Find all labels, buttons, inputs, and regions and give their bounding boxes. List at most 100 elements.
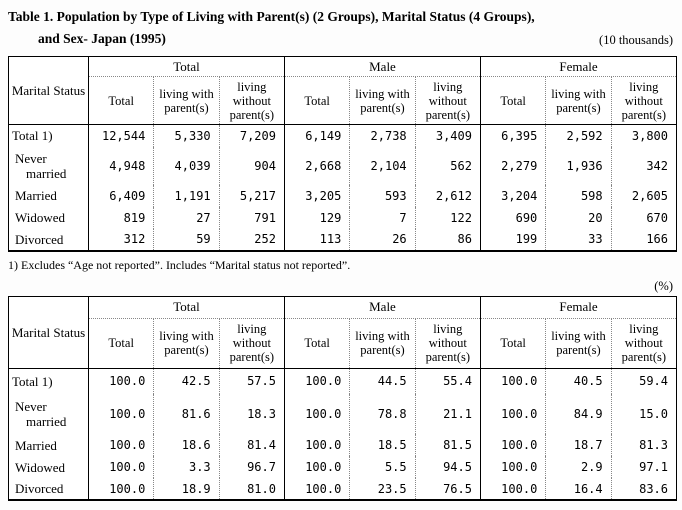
value-cell: 3,800: [610, 124, 677, 147]
value-cell: 16.4: [545, 478, 612, 500]
row-label: Never married: [15, 150, 67, 181]
value-cell: 81.5: [414, 434, 481, 456]
value-cell: 20: [545, 206, 612, 229]
value-cell: 562: [414, 146, 481, 185]
subcol-total: Total: [283, 318, 350, 369]
value-cell: 84.9: [545, 394, 612, 434]
value-cell: 21.1: [414, 394, 481, 434]
value-cell: 18.3: [218, 394, 285, 434]
value-cell: 199: [479, 228, 546, 251]
value-cell: 18.6: [153, 434, 220, 456]
value-cell: 1,936: [545, 146, 612, 185]
value-cell: 81.0: [218, 478, 285, 500]
value-cell: 312: [87, 228, 154, 251]
value-cell: 100.0: [283, 456, 350, 478]
row-label: Widowed: [15, 459, 66, 475]
footnote: 1) Excludes “Age not reported”. Includes…: [8, 257, 351, 272]
value-cell: 690: [479, 206, 546, 229]
value-cell: 6,149: [283, 124, 350, 147]
table-row: Never married 4,948 4,039 904 2,668 2,104 562 2…: [9, 146, 677, 185]
value-cell: 598: [545, 184, 612, 207]
value-cell: 33: [545, 228, 612, 251]
value-cell: 113: [283, 228, 350, 251]
table-row: Widowed 100.0 3.3 96.7 100.0 5.5 94.5 100.0 2.9 9…: [9, 456, 677, 478]
subcol-total: Total: [87, 318, 154, 369]
row-label: Divorced: [15, 481, 64, 496]
unit-note-row: (%): [8, 279, 675, 294]
value-cell: 86: [414, 228, 481, 251]
group-header-female: Female: [479, 56, 677, 77]
value-cell: 6,395: [479, 124, 546, 147]
value-cell: 57.5: [218, 368, 285, 394]
value-cell: 83.6: [610, 478, 677, 500]
value-cell: 100.0: [283, 368, 350, 394]
value-cell: 5.5: [349, 456, 416, 478]
table1-body: Total 1) 12,544 5,330 7,209 6,149 2,738 3,409 6…: [9, 124, 677, 251]
value-cell: 100.0: [479, 368, 546, 394]
value-cell: 100.0: [283, 394, 350, 434]
table2-header: Marital Status Total Male Female Total l…: [8, 296, 677, 369]
group-header-male: Male: [283, 56, 481, 77]
table-row: Widowed 819 27 791 129 7 122 690 20 670: [9, 206, 677, 229]
value-cell: 81.3: [610, 434, 677, 456]
value-cell: 81.6: [153, 394, 220, 434]
value-cell: 670: [610, 206, 677, 229]
title-row: and Sex- Japan (1995) (10 thousands): [8, 30, 675, 48]
value-cell: 96.7: [218, 456, 285, 478]
group-header-female: Female: [479, 296, 677, 319]
subcolumn-header-row: Total living with parent(s) living witho…: [9, 318, 677, 369]
value-cell: 904: [218, 146, 285, 185]
table-title-line1: Table 1. Population by Type of Living wi…: [8, 9, 535, 24]
subcol-living-without-parents: living without parent(s): [610, 76, 677, 125]
subcol-living-with-parents: living with parent(s): [545, 76, 612, 125]
value-cell: 2,738: [349, 124, 416, 147]
value-cell: 78.8: [349, 394, 416, 434]
value-cell: 129: [283, 206, 350, 229]
value-cell: 4,039: [153, 146, 220, 185]
row-label: Never married: [15, 399, 67, 429]
group-header-total: Total: [88, 296, 285, 319]
value-cell: 100.0: [87, 434, 154, 456]
subcol-living-with-parents: living with parent(s): [153, 318, 220, 369]
value-cell: 100.0: [479, 434, 546, 456]
subcol-total: Total: [283, 76, 350, 125]
value-cell: 100.0: [283, 478, 350, 500]
group-header-row: Marital Status Total Male Female: [8, 296, 677, 369]
value-cell: 100.0: [479, 394, 546, 434]
value-cell: 100.0: [87, 456, 154, 478]
value-cell: 122: [414, 206, 481, 229]
value-cell: 40.5: [545, 368, 612, 394]
row-label: Married: [15, 188, 57, 203]
value-cell: 3,204: [479, 184, 546, 207]
marital-status-header: Marital Status: [8, 56, 89, 125]
row-label: Total 1): [12, 128, 53, 144]
value-cell: 6,409: [87, 184, 154, 207]
row-label: Divorced: [15, 231, 64, 247]
row-label: Married: [15, 437, 57, 453]
marital-status-header: Marital Status: [8, 296, 89, 369]
value-cell: 1,191: [153, 184, 220, 207]
subcol-total: Total: [87, 76, 154, 125]
value-cell: 18.5: [349, 434, 416, 456]
row-label: Total 1): [12, 373, 53, 389]
value-cell: 593: [349, 184, 416, 207]
value-cell: 2.9: [545, 456, 612, 478]
value-cell: 5,330: [153, 124, 220, 147]
population-percent-table: Marital Status Total Male Female Total l…: [8, 295, 677, 501]
table-row: Divorced 100.0 18.9 81.0 100.0 23.5 76.5 100.0 1…: [9, 478, 677, 500]
value-cell: 7: [349, 206, 416, 229]
subcol-living-without-parents: living without parent(s): [414, 318, 481, 369]
value-cell: 12,544: [87, 124, 154, 147]
group-header-row: Marital Status Total Male Female: [8, 56, 677, 125]
value-cell: 4,948: [87, 146, 154, 185]
value-cell: 81.4: [218, 434, 285, 456]
table-row: Total 1) 100.0 42.5 57.5 100.0 44.5 55.4 100.0 4…: [9, 368, 677, 394]
value-cell: 2,279: [479, 146, 546, 185]
value-cell: 18.7: [545, 434, 612, 456]
subcol-living-without-parents: living without parent(s): [218, 318, 285, 369]
value-cell: 2,612: [414, 184, 481, 207]
value-cell: 3.3: [153, 456, 220, 478]
table-title-line2: and Sex- Japan (1995): [38, 31, 166, 46]
value-cell: 166: [610, 228, 677, 251]
